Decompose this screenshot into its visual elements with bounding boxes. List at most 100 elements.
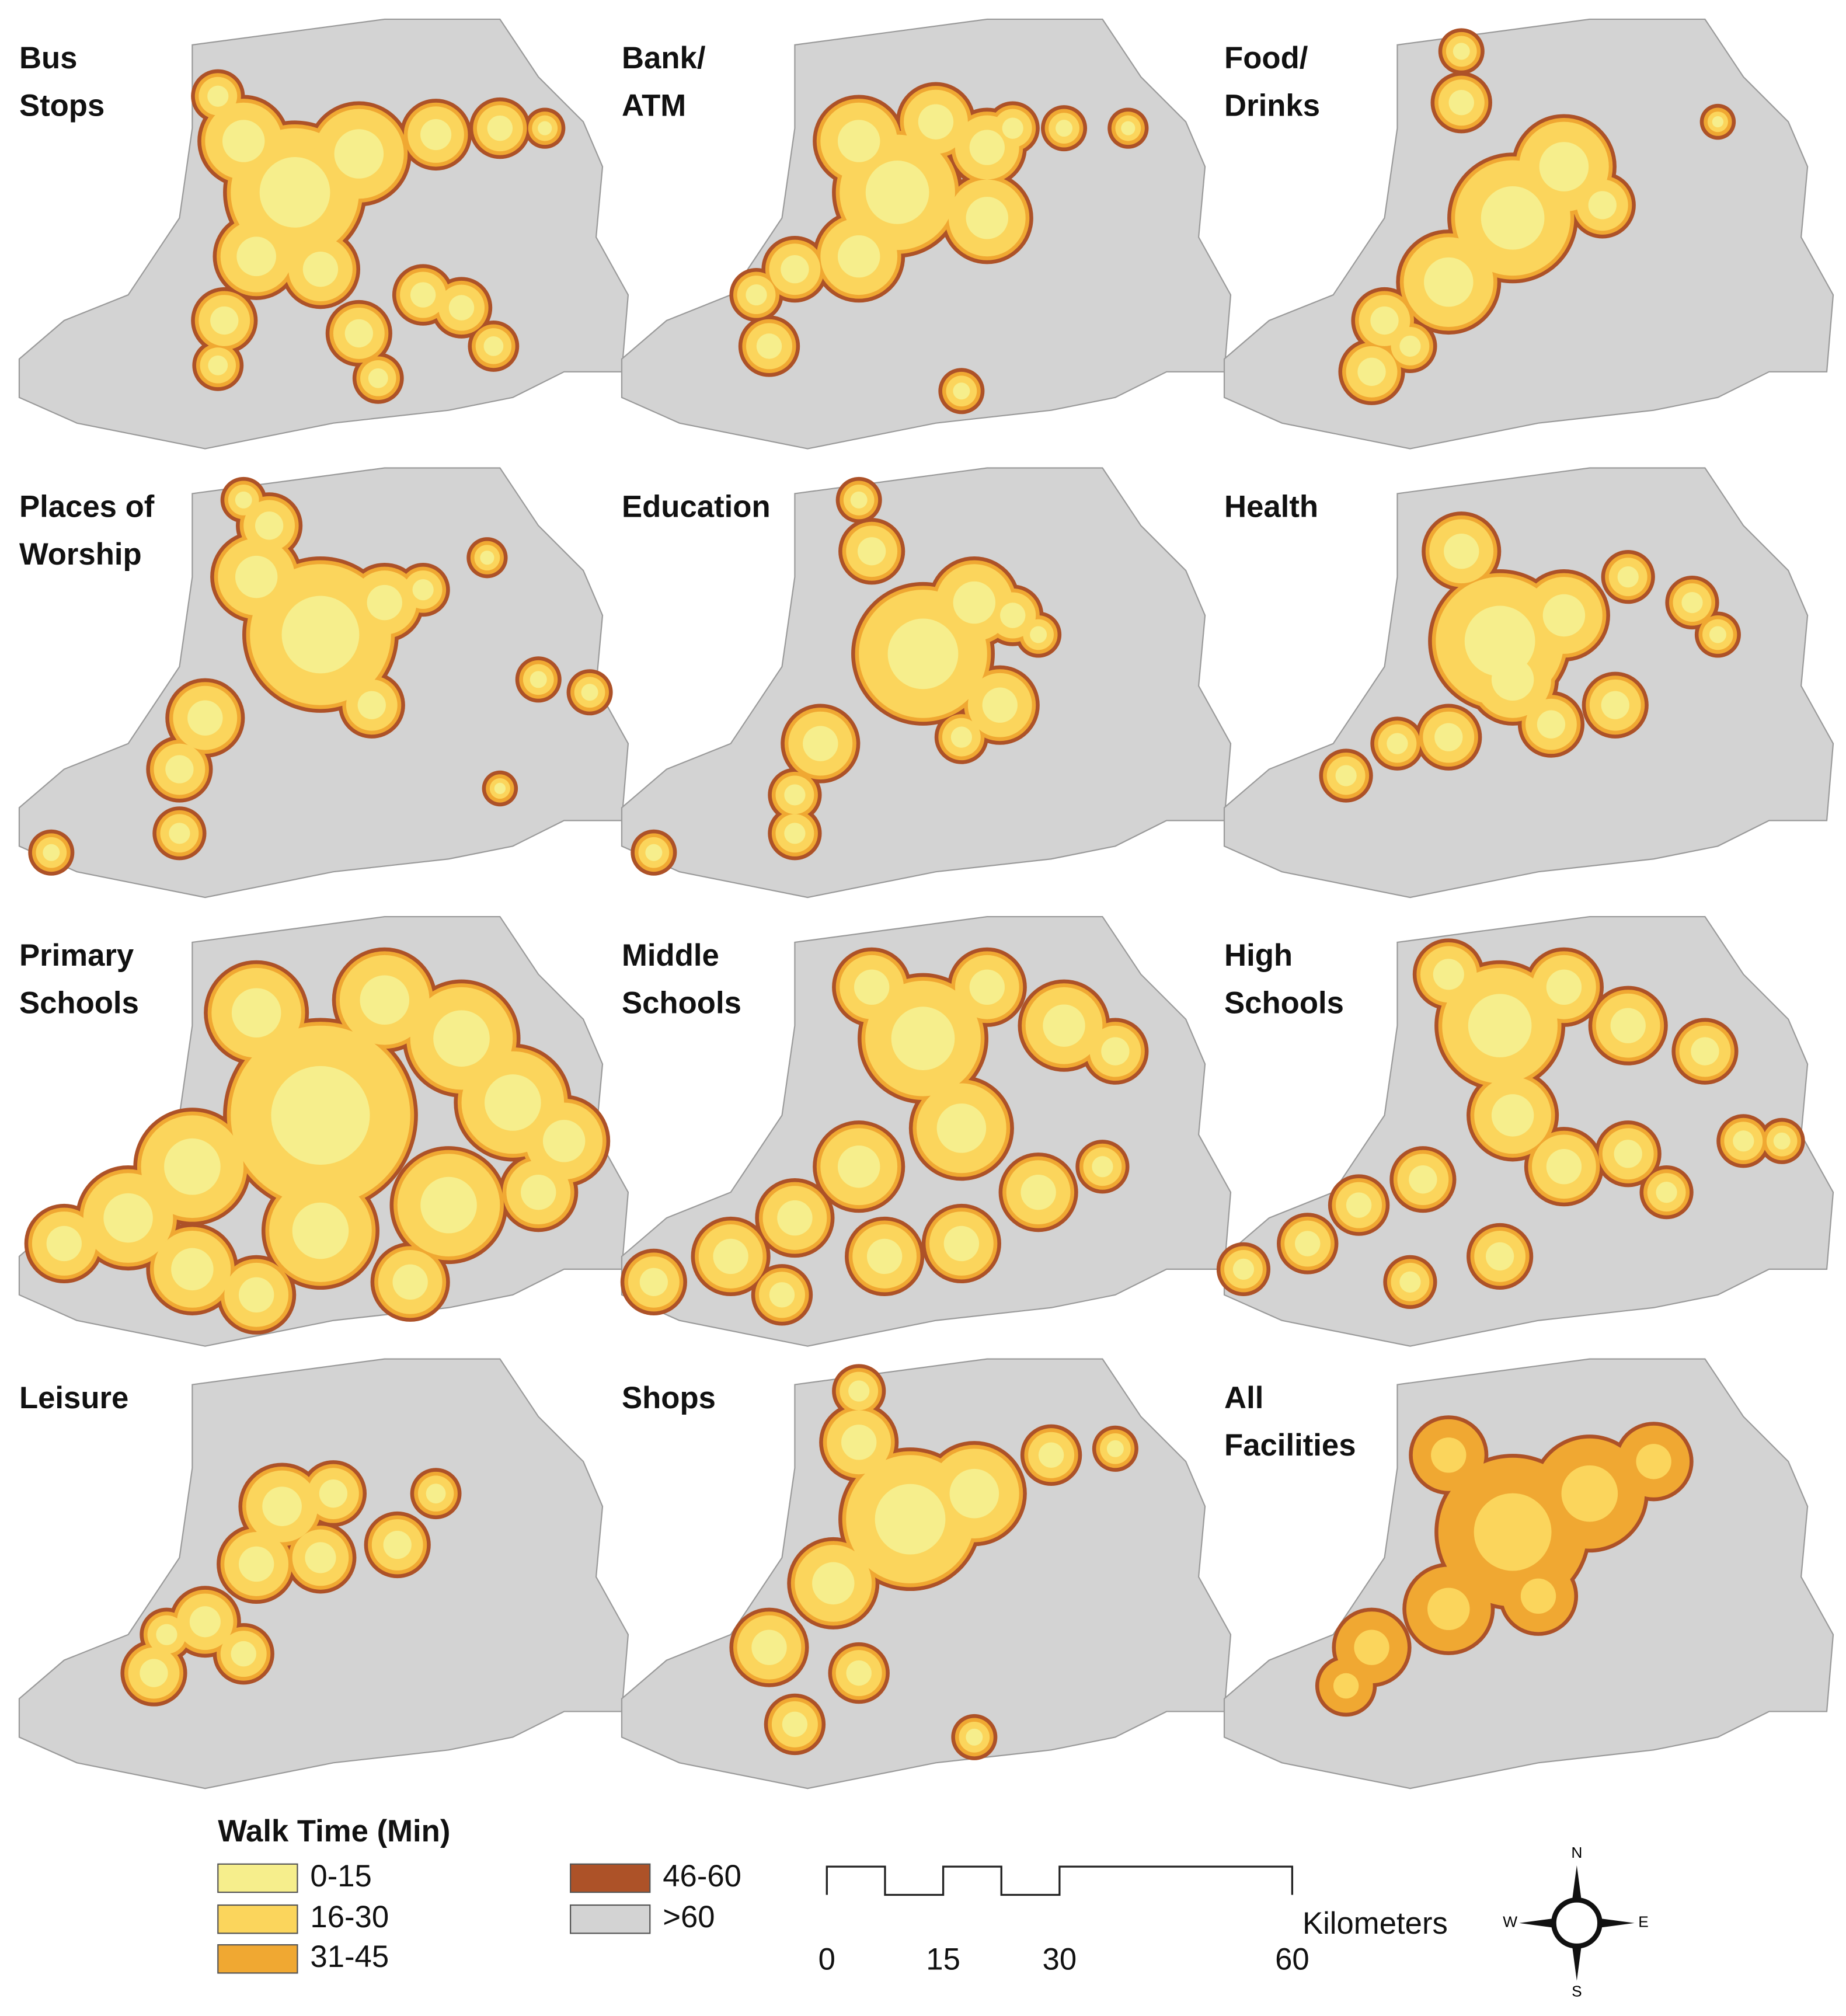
access-area <box>966 1728 983 1746</box>
access-area <box>1520 1578 1556 1614</box>
access-area <box>305 1542 336 1573</box>
access-area <box>165 755 194 784</box>
access-area <box>936 1103 987 1153</box>
panel-title: Middle <box>622 938 719 973</box>
panel-title: Shops <box>622 1381 716 1415</box>
access-area <box>487 115 513 141</box>
access-area <box>751 1629 787 1665</box>
access-area <box>982 687 1018 723</box>
panel-title: Schools <box>622 986 741 1020</box>
access-area <box>1431 1437 1467 1473</box>
panel-title: Food/ <box>1224 41 1308 75</box>
access-area <box>1357 357 1386 386</box>
access-area <box>784 784 806 806</box>
access-area <box>769 1282 795 1308</box>
scale-tick-label: 0 <box>818 1942 835 1977</box>
access-area <box>156 1624 177 1645</box>
legend-swatch <box>217 1863 298 1893</box>
map-panel: All Facilities <box>1223 1358 1834 1789</box>
access-area <box>1481 186 1545 250</box>
access-area <box>875 1484 946 1555</box>
access-area <box>1121 121 1136 135</box>
map-panel: Bus Stops <box>18 18 629 450</box>
access-area <box>208 355 228 375</box>
access-area <box>1542 594 1586 637</box>
access-area <box>235 555 278 598</box>
access-area <box>189 1606 221 1638</box>
access-area <box>238 1546 274 1582</box>
access-area <box>334 129 384 179</box>
access-area <box>542 1120 586 1162</box>
access-area <box>164 1138 221 1195</box>
legend-label: 16-30 <box>310 1900 389 1934</box>
panel-title: Primary <box>19 938 134 973</box>
access-area <box>1656 1182 1677 1203</box>
legend-title: Walk Time (Min) <box>218 1814 450 1848</box>
access-area <box>1433 959 1464 990</box>
access-area <box>850 491 868 509</box>
access-area <box>1424 257 1474 307</box>
access-area <box>210 306 239 335</box>
access-area <box>259 157 330 228</box>
access-area <box>262 1486 302 1526</box>
access-area <box>969 969 1005 1005</box>
access-area <box>281 596 360 674</box>
panel-title: Leisure <box>19 1381 128 1415</box>
access-area <box>1601 691 1629 719</box>
access-area <box>953 581 996 624</box>
panel-title: ATM <box>622 88 686 123</box>
access-area <box>1370 306 1399 335</box>
access-area <box>1709 626 1726 643</box>
access-area <box>420 1176 477 1234</box>
map-panel: Middle Schools <box>620 915 1232 1347</box>
access-area <box>1101 1037 1130 1066</box>
scale-unit: Kilometers <box>1302 1906 1448 1941</box>
access-area <box>344 319 373 348</box>
access-area <box>1636 1444 1671 1479</box>
access-area <box>846 1660 872 1686</box>
access-area <box>1691 1037 1719 1066</box>
access-area <box>46 1225 82 1262</box>
access-area <box>1464 605 1535 677</box>
access-area <box>1295 1231 1321 1256</box>
access-area <box>420 119 452 151</box>
legend-swatch <box>217 1904 298 1934</box>
compass-e: E <box>1638 1913 1649 1931</box>
access-area <box>222 120 265 162</box>
access-area <box>1588 191 1617 220</box>
access-area <box>781 255 809 284</box>
access-area <box>368 368 388 388</box>
access-area <box>841 1425 877 1460</box>
access-area <box>1614 1140 1642 1168</box>
access-area <box>953 382 970 400</box>
panel-title: Schools <box>19 986 139 1020</box>
access-area <box>1561 1465 1618 1522</box>
access-area <box>943 1225 980 1262</box>
access-area <box>103 1193 153 1243</box>
access-area <box>383 1530 412 1559</box>
access-area <box>1409 1165 1437 1194</box>
access-area <box>231 1641 256 1667</box>
access-area <box>480 551 494 565</box>
access-area <box>1773 1132 1791 1150</box>
panel-title: Schools <box>1224 986 1344 1020</box>
legend-label: >60 <box>663 1900 715 1934</box>
access-area <box>255 511 284 540</box>
map-panel: Bank/ATM <box>621 18 1232 450</box>
panel-title: Bus <box>19 41 78 75</box>
access-area <box>187 700 223 736</box>
legend-label: 0-15 <box>310 1859 371 1893</box>
access-area <box>302 251 339 287</box>
access-area <box>1030 626 1047 643</box>
access-area <box>271 1066 370 1165</box>
access-area <box>319 1479 348 1508</box>
access-area <box>1333 1673 1359 1699</box>
access-area <box>891 1007 955 1070</box>
access-area <box>1335 765 1357 786</box>
panel-title: Education <box>622 490 771 524</box>
access-area <box>777 1200 813 1236</box>
access-area <box>1617 566 1639 588</box>
access-area <box>784 823 806 844</box>
access-area <box>410 282 436 308</box>
